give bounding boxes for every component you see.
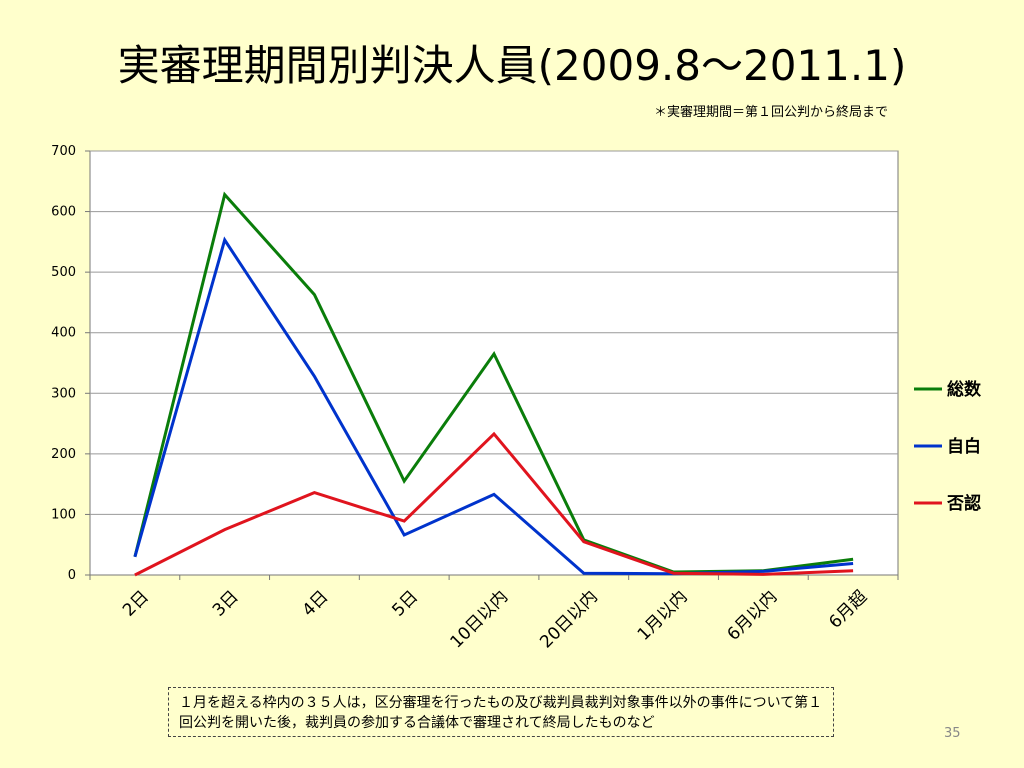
page-number: 35 xyxy=(944,726,961,741)
y-tick-label: 100 xyxy=(51,507,76,522)
x-tick-label: 2日 xyxy=(119,587,153,621)
legend-label: 否認 xyxy=(946,493,981,514)
x-axis-ticks: 2日 3日 4日 5日 10日以内 20日以内 1月以内 6月以内 6月超 xyxy=(89,575,899,653)
footnote-box: １月を超える枠内の３５人は，区分審理を行ったもの及び裁判員裁判対象事件以外の事件… xyxy=(168,687,834,737)
x-tick-label: 6月以内 xyxy=(723,587,781,645)
page-title: 実審理期間別判決人員(2009.8～2011.1) xyxy=(117,41,907,90)
y-tick-label: 0 xyxy=(68,568,76,583)
definition-note: ＊実審理期間＝第１回公判から終局まで xyxy=(653,105,888,120)
x-tick-label: 6月超 xyxy=(825,587,871,633)
x-tick-label: 10日以内 xyxy=(447,587,513,653)
y-tick-label: 700 xyxy=(51,144,76,159)
y-tick-label: 300 xyxy=(51,386,76,401)
x-tick-label: 3日 xyxy=(209,587,243,621)
series-line-自白 xyxy=(133,236,854,576)
y-tick-label: 500 xyxy=(51,265,76,280)
x-tick-label: 1月以内 xyxy=(634,587,692,645)
x-tick-label: 5日 xyxy=(388,587,422,621)
grid-lines xyxy=(90,150,898,515)
line-chart: 0 100 200 300 400 500 600 700 2日 3日 4日 5日 10日以内 20日以… xyxy=(51,144,982,653)
y-tick-label: 200 xyxy=(51,447,76,462)
y-tick-label: 600 xyxy=(51,205,76,220)
series-lines xyxy=(133,191,854,577)
legend-label: 総数 xyxy=(947,379,982,400)
x-tick-label: 20日以内 xyxy=(536,587,602,653)
legend-label: 自白 xyxy=(947,436,981,457)
y-tick-label: 400 xyxy=(51,326,76,341)
plot-area xyxy=(89,150,899,576)
series-line-否認 xyxy=(134,431,854,577)
y-axis-ticks: 0 100 200 300 400 500 600 700 xyxy=(51,144,90,583)
x-tick-label: 4日 xyxy=(299,587,333,621)
